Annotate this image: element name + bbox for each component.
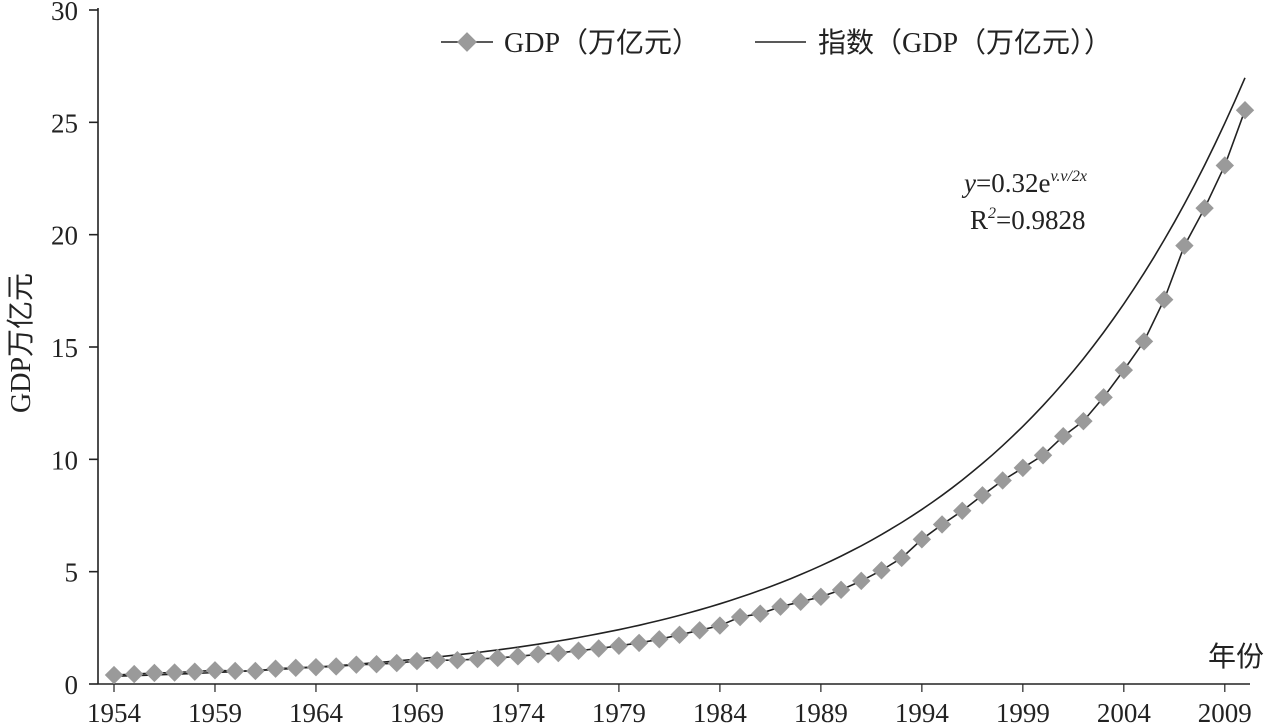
gdp-marker-point	[266, 659, 285, 678]
equation-text: y=0.32ev.v/2x	[961, 168, 1087, 198]
gdp-marker-point	[791, 592, 810, 611]
legend-trend-label: 指数（GDP（万亿元））	[818, 27, 1112, 59]
gdp-marker-point	[347, 655, 366, 674]
gdp-marker-point	[690, 621, 709, 640]
gdp-marker-point	[306, 657, 326, 677]
y-tick-label: 5	[65, 558, 79, 588]
gdp-marker-point	[488, 648, 507, 668]
gdp-marker-point	[1033, 446, 1053, 465]
gdp-marker-point	[1215, 156, 1234, 175]
r-squared-sup: 2	[988, 205, 996, 222]
y-axis-title: GDP万亿元	[5, 273, 37, 413]
y-tick-label: 20	[51, 221, 78, 251]
gdp-marker-point	[932, 515, 952, 534]
gdp-marker-point	[872, 561, 891, 580]
gdp-marker-point	[670, 625, 689, 644]
legend-item-trend: 指数（GDP（万亿元））	[755, 27, 1112, 59]
x-tick-label: 2009	[1198, 698, 1252, 726]
gdp-marker-point	[1013, 458, 1033, 478]
gdp-marker-point	[225, 661, 245, 681]
gdp-marker-point	[407, 651, 427, 671]
gdp-marker-point	[286, 658, 305, 678]
gdp-marker-point	[629, 633, 649, 653]
gdp-marker-point	[205, 661, 225, 680]
x-tick-label: 1999	[996, 698, 1050, 726]
gdp-marker-point	[1195, 198, 1214, 218]
legend-item-gdp: GDP（万亿元）	[441, 27, 700, 59]
x-ticks: 1954 1959 1964 1969 1974 1979 1984 1989 1994 1999…	[87, 684, 1252, 726]
x-tick-label: 1969	[390, 698, 444, 726]
legend-gdp-diamond-icon	[457, 32, 477, 52]
gdp-line-series	[113, 109, 1246, 676]
gdp-marker-point	[1114, 360, 1134, 380]
gdp-marker-point	[569, 641, 588, 660]
gdp-marker-point	[549, 643, 568, 663]
gdp-marker-point	[125, 664, 144, 684]
x-tick-label: 1989	[794, 698, 848, 726]
gdp-marker-point	[165, 663, 184, 682]
axes	[97, 8, 1250, 685]
equation-main: =0.32e	[976, 168, 1050, 198]
y-tick-label: 0	[65, 670, 79, 700]
equation-exponent: v.v/2x	[1050, 168, 1087, 185]
gdp-marker-point	[811, 587, 831, 607]
gdp-marker-point	[831, 580, 851, 600]
gdp-marker-point	[650, 630, 669, 649]
gdp-marker-point	[771, 597, 790, 616]
gdp-marker-point	[1235, 101, 1255, 120]
x-tick-label: 2004	[1097, 698, 1152, 726]
y-tick-label: 25	[51, 108, 78, 138]
y-tick-label: 30	[51, 0, 78, 26]
trendline-equation: y=0.32ev.v/2x R2=0.9828	[961, 168, 1087, 235]
gdp-marker-point	[953, 501, 972, 520]
r-squared-value: =0.9828	[996, 205, 1085, 235]
gdp-marker-point	[367, 655, 386, 674]
r-squared-label: R	[970, 205, 988, 235]
gdp-marker-point	[589, 639, 608, 658]
x-tick-label: 1984	[693, 698, 748, 726]
gdp-markers	[104, 101, 1255, 685]
gdp-marker-point	[609, 636, 629, 655]
y-ticks: 0 5 10 15 20 25 30	[51, 0, 98, 700]
gdp-marker-point	[448, 650, 467, 670]
gdp-marker-point	[1074, 411, 1093, 431]
x-tick-label: 1954	[87, 698, 142, 726]
gdp-marker-point	[852, 571, 871, 591]
legend-gdp-label: GDP（万亿元）	[504, 27, 700, 59]
x-tick-label: 1979	[592, 698, 646, 726]
gdp-marker-point	[387, 653, 406, 673]
gdp-marker-point	[993, 471, 1012, 490]
gdp-marker-point	[528, 645, 548, 664]
x-tick-label: 1964	[289, 698, 344, 726]
gdp-marker-point	[1134, 332, 1154, 351]
gdp-marker-point	[104, 665, 124, 685]
gdp-marker-point	[468, 649, 487, 669]
gdp-marker-point	[730, 607, 750, 627]
gdp-marker-point	[1175, 236, 1194, 255]
gdp-marker-point	[1054, 427, 1073, 446]
gdp-marker-point	[973, 486, 992, 505]
gdp-marker-point	[892, 548, 911, 568]
gdp-marker-point	[185, 662, 204, 681]
gdp-marker-point	[1094, 388, 1113, 407]
gdp-marker-point	[912, 530, 932, 549]
gdp-marker-point	[145, 663, 164, 683]
gdp-marker-point	[326, 657, 346, 676]
x-tick-label: 1974	[491, 698, 546, 726]
y-tick-label: 15	[51, 333, 78, 363]
r-squared-text: R2=0.9828	[970, 205, 1086, 235]
x-tick-label: 1994	[895, 698, 950, 726]
equation-y: y	[961, 168, 976, 198]
gdp-marker-point	[751, 604, 770, 623]
gdp-marker-point	[1155, 290, 1174, 309]
x-tick-label: 1959	[188, 698, 242, 726]
x-axis-title: 年份	[1208, 641, 1264, 673]
gdp-marker-point	[427, 650, 447, 670]
legend: GDP（万亿元） 指数（GDP（万亿元））	[441, 27, 1112, 59]
gdp-marker-point	[508, 647, 528, 666]
y-tick-label: 10	[51, 445, 78, 475]
gdp-marker-point	[710, 616, 730, 635]
gdp-marker-point	[246, 661, 265, 681]
